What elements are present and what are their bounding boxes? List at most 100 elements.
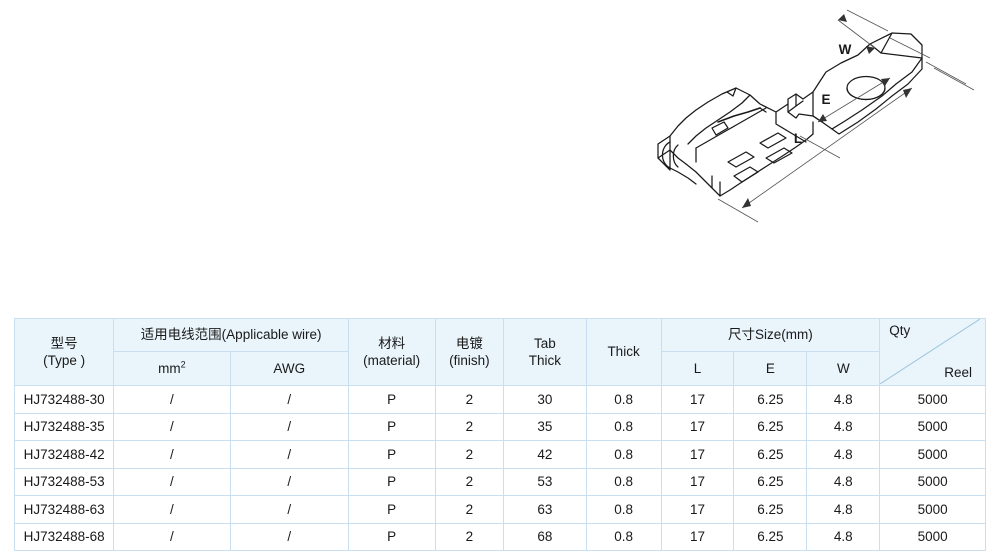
l-ext-line-2 <box>717 198 759 223</box>
header-mm2-superscript: 2 <box>180 359 186 370</box>
table-row: HJ732488-63// P 2 63 0.8 17 6.25 4.8 5000 <box>13 495 986 524</box>
cell-awg: / <box>229 522 349 551</box>
table-header: 型号 (Type ) 适用电线范围(Applicable wire) 材料 (m… <box>13 318 986 386</box>
header-row-tier1: 型号 (Type ) 适用电线范围(Applicable wire) 材料 (m… <box>13 318 986 386</box>
cell-tab-thick: 68 <box>503 522 587 551</box>
dimension-lines <box>717 9 975 223</box>
rail-slot-2 <box>765 147 793 164</box>
e-arrow-start <box>881 78 890 86</box>
cell-tab-thick: 53 <box>503 467 587 496</box>
rail-slot-3 <box>727 151 755 168</box>
cell-size-l: 17 <box>660 467 735 496</box>
cell-thick: 0.8 <box>585 385 662 414</box>
blade-hole-inner-thickness <box>846 87 886 101</box>
table-row: HJ732488-35// P 2 35 0.8 17 6.25 4.8 5000 <box>13 412 986 441</box>
product-technical-drawing: W E L <box>600 0 1000 290</box>
barrel-bottom-left <box>665 165 697 185</box>
cell-finish: 2 <box>434 495 505 524</box>
cell-size-w: 4.8 <box>806 522 881 551</box>
cell-thick: 0.8 <box>585 440 662 469</box>
blade-side-thickness <box>831 57 923 135</box>
terminal-body-outline <box>657 32 923 197</box>
cell-tab-thick: 30 <box>503 385 587 414</box>
e-ext-line-1 <box>925 61 967 85</box>
cell-reel-qty: 5000 <box>879 412 986 441</box>
cell-size-l: 17 <box>660 495 735 524</box>
cell-size-w: 4.8 <box>806 440 881 469</box>
table-row: HJ732488-30// P 2 30 0.8 17 6.25 4.8 5000 <box>13 385 986 414</box>
header-mm2: mm2 <box>113 351 231 386</box>
barrel-end-edge <box>657 149 671 159</box>
header-thick: Thick <box>585 318 662 386</box>
cell-size-l: 17 <box>660 385 735 414</box>
barrel-wing-inner-edge <box>687 94 751 145</box>
cell-material: P <box>347 385 436 414</box>
cell-size-w: 4.8 <box>806 495 881 524</box>
header-material-en: (material) <box>363 353 421 368</box>
cell-material: P <box>347 522 436 551</box>
cell-mm2: / <box>113 522 231 551</box>
header-size-w: W <box>806 351 881 386</box>
cell-model: HJ732488-35 <box>13 412 115 441</box>
w-arrow-start <box>838 14 847 22</box>
body-rail-top-join <box>785 129 807 143</box>
cell-model: HJ732488-30 <box>13 385 115 414</box>
header-tab-thick-line2: Thick <box>528 353 561 368</box>
blade-tip-edge <box>880 52 923 59</box>
cell-reel-qty: 5000 <box>879 522 986 551</box>
cell-material: P <box>347 440 436 469</box>
cell-size-l: 17 <box>660 522 735 551</box>
header-finish-cn: 电镀 <box>455 335 483 351</box>
table-body: HJ732488-30// P 2 30 0.8 17 6.25 4.8 5000 HJ73248… <box>13 385 986 551</box>
cell-thick: 0.8 <box>585 412 662 441</box>
dimension-label-w: W <box>839 42 852 57</box>
blade-shoulder-step <box>787 91 814 119</box>
cell-mm2: / <box>113 440 231 469</box>
cell-finish: 2 <box>434 440 505 469</box>
lance-tab-upper <box>775 103 789 131</box>
barrel-top-left-profile <box>669 87 777 165</box>
specification-table-container: 型号 (Type ) 适用电线范围(Applicable wire) 材料 (m… <box>13 318 986 551</box>
e-ext-line-2 <box>799 135 841 159</box>
cell-material: P <box>347 467 436 496</box>
cell-reel-qty: 5000 <box>879 495 986 524</box>
w-arrow-end <box>866 46 875 54</box>
barrel-internal-rib <box>717 107 761 123</box>
cell-awg: / <box>229 385 349 414</box>
barrel-crimp-inner <box>672 144 679 168</box>
cell-size-e: 6.25 <box>733 385 808 414</box>
rail-slot-4 <box>759 132 787 149</box>
header-awg: AWG <box>229 351 349 386</box>
cell-model: HJ732488-63 <box>13 495 115 524</box>
cell-finish: 2 <box>434 467 505 496</box>
header-reel-label: Reel <box>944 364 972 380</box>
header-mm2-text: mm <box>158 360 181 376</box>
cell-thick: 0.8 <box>585 495 662 524</box>
e-dim-line <box>817 77 891 123</box>
cell-size-w: 4.8 <box>806 385 881 414</box>
header-size-mm: 尺寸Size(mm) <box>660 318 881 352</box>
cell-size-e: 6.25 <box>733 522 808 551</box>
cell-tab-thick: 42 <box>503 440 587 469</box>
cell-material: P <box>347 495 436 524</box>
header-row-tier2: mm2 AWG L E W <box>15 351 986 386</box>
cell-mm2: / <box>113 412 231 441</box>
header-material: 材料 (material) <box>347 318 436 386</box>
cell-tab-thick: 35 <box>503 412 587 441</box>
cell-awg: / <box>229 467 349 496</box>
body-mid-edge <box>695 107 767 149</box>
header-size-e: E <box>733 351 808 386</box>
cell-model: HJ732488-68 <box>13 522 115 551</box>
header-type-en: (Type ) <box>43 353 86 368</box>
cell-finish: 2 <box>434 522 505 551</box>
cell-size-e: 6.25 <box>733 467 808 496</box>
header-size-l: L <box>660 351 735 386</box>
shoulder-notch-b <box>795 100 804 107</box>
cell-finish: 2 <box>434 412 505 441</box>
rail-slot-1 <box>733 166 759 183</box>
cell-model: HJ732488-42 <box>13 440 115 469</box>
specification-table: 型号 (Type ) 适用电线范围(Applicable wire) 材料 (m… <box>13 318 986 551</box>
w-ext-line-2 <box>889 37 931 59</box>
l-arrow-end <box>742 198 751 208</box>
cell-awg: / <box>229 412 349 441</box>
